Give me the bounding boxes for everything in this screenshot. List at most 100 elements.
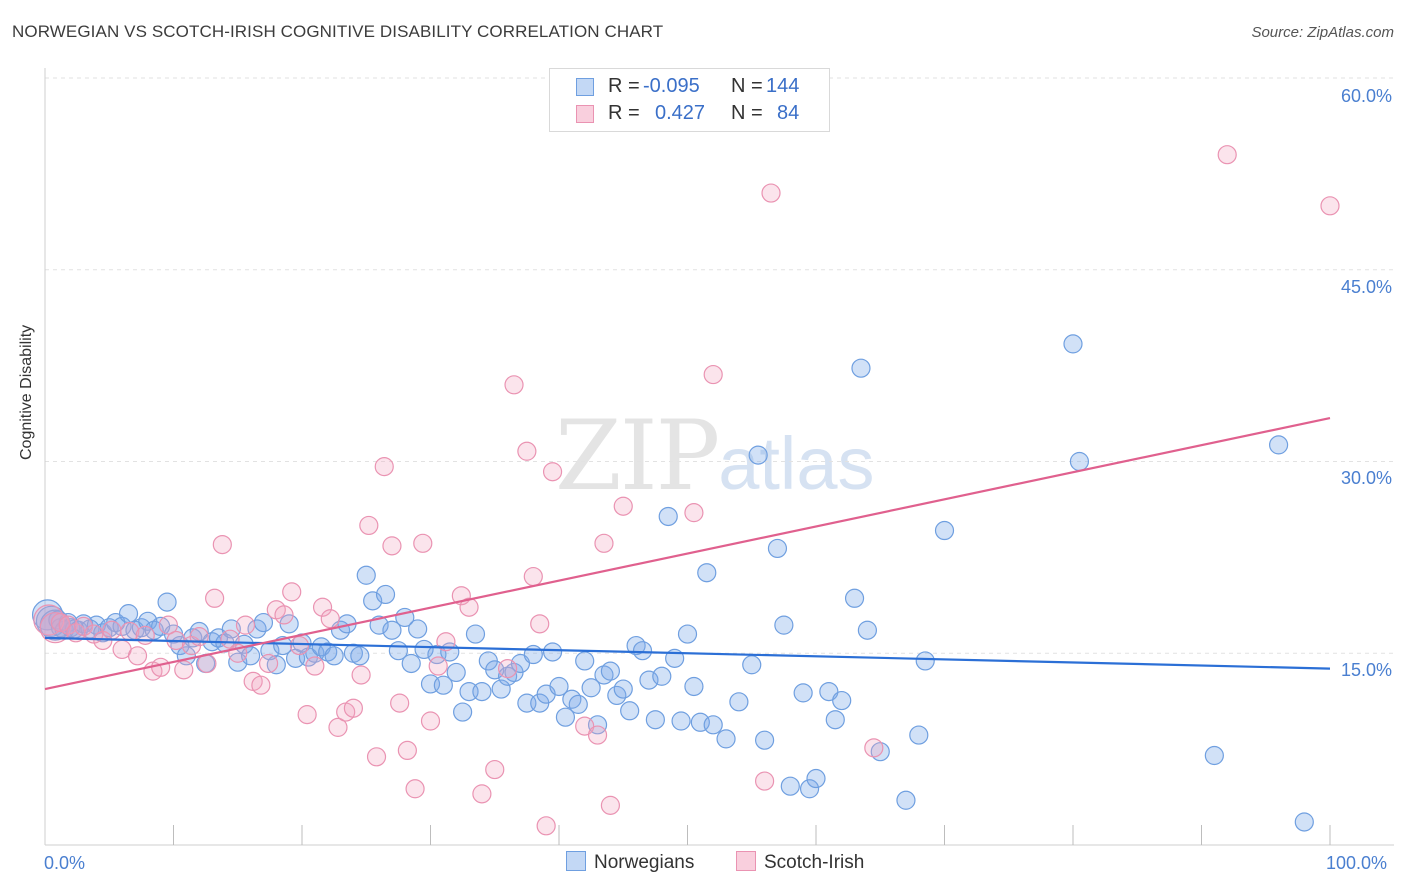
- scotch-irish-point: [485, 759, 505, 780]
- n-value: 84: [777, 102, 800, 124]
- scotch-irish-point: [39, 612, 71, 644]
- scotch-irish-point: [50, 612, 71, 633]
- x-tick-label-max: 100.0%: [1326, 853, 1388, 873]
- norwegians-point: [414, 639, 434, 660]
- norwegians-point: [401, 653, 421, 674]
- watermark: ZIPatlas: [555, 400, 875, 512]
- norwegians-point: [671, 711, 691, 731]
- scotch-irish-point: [1320, 196, 1340, 216]
- norwegians-legend-swatch: [566, 851, 586, 871]
- y-axis-label: Cognitive Disability: [18, 324, 35, 460]
- scotch-irish-point: [312, 597, 333, 617]
- norwegians-point: [350, 646, 370, 666]
- norwegians-point: [658, 506, 678, 527]
- norwegians-point: [375, 584, 396, 605]
- norwegians-point: [934, 520, 955, 541]
- scotch-irish-point: [536, 816, 556, 836]
- norwegians-point: [613, 679, 633, 699]
- norwegians-point: [632, 641, 653, 661]
- norwegians-point: [266, 655, 286, 675]
- scotch-irish-point: [594, 533, 614, 553]
- legend-label: Norwegians: [594, 852, 695, 873]
- scotch-irish-point: [251, 675, 271, 695]
- chart-title: NORWEGIAN VS SCOTCH-IRISH COGNITIVE DISA…: [12, 22, 664, 41]
- norwegians-point: [825, 710, 845, 730]
- norwegians-point: [324, 646, 344, 666]
- scotch-irish-point: [504, 375, 524, 395]
- norwegians-point: [356, 565, 376, 585]
- norwegians-point: [793, 683, 813, 703]
- grid-lines: [45, 77, 1394, 654]
- norwegians-point: [896, 790, 916, 810]
- stats-row-norwegians: R = -0.095 N = 144: [550, 73, 829, 99]
- r-label: R =: [608, 102, 640, 124]
- scotch-irish-point: [436, 632, 456, 652]
- scotch-irish-point: [328, 717, 348, 737]
- norwegians-point: [832, 690, 852, 711]
- scotch-irish-point: [235, 615, 256, 635]
- norwegians-point: [1069, 451, 1090, 472]
- scotch-irish-point: [523, 566, 543, 587]
- scotch-irish-point: [413, 533, 433, 553]
- scotch-irish-point: [212, 534, 232, 555]
- n-value: 144: [766, 75, 800, 97]
- r-value: -0.095: [643, 75, 700, 97]
- norwegians-point: [799, 779, 820, 799]
- scotch-irish-point: [498, 658, 518, 679]
- norwegians-point: [774, 615, 794, 635]
- scotch-irish-point: [761, 183, 781, 203]
- scotch-irish-point: [405, 779, 425, 799]
- scotch-irish-point: [459, 597, 479, 617]
- norwegians-point: [748, 445, 768, 465]
- norwegians-point: [626, 635, 646, 656]
- trend-lines: [44, 416, 1331, 691]
- scotch-irish-trend-line: [44, 416, 1331, 691]
- legend-item-norwegians[interactable]: Norwegians: [566, 851, 694, 874]
- norwegians-point: [697, 563, 717, 583]
- norwegians-point: [1294, 812, 1314, 832]
- scotch-irish-legend-swatch: [736, 851, 756, 871]
- scotch-irish-point: [754, 771, 775, 791]
- scotch-irish-point: [282, 582, 302, 602]
- norwegians-point: [703, 715, 723, 735]
- norwegians-point: [851, 358, 871, 378]
- y-tick-label-15: 15.0%: [1340, 660, 1392, 680]
- scotch-irish-point: [102, 620, 122, 640]
- norwegians-point: [652, 666, 672, 686]
- norwegians-point: [157, 592, 177, 612]
- scotch-irish-point: [258, 653, 279, 674]
- scotch-irish-point: [1217, 145, 1237, 165]
- watermark-atlas: atlas: [718, 422, 875, 505]
- norwegians-point: [600, 661, 621, 681]
- scotch-irish-point: [135, 625, 155, 645]
- watermark-zip: ZIP: [555, 400, 720, 512]
- norwegians-point: [677, 624, 698, 644]
- x-tick-label-min: 0.0%: [44, 853, 86, 873]
- legend-item-scotch-irish[interactable]: Scotch-Irish: [736, 851, 864, 874]
- scotch-irish-point: [127, 646, 148, 666]
- scotch-irish-point: [174, 660, 194, 680]
- norwegians-point: [844, 588, 865, 608]
- scotch-irish-point: [613, 496, 633, 516]
- norwegians-point: [562, 689, 582, 709]
- norwegians-swatch: [576, 78, 594, 96]
- norwegians-point: [581, 678, 601, 698]
- norwegians-point: [221, 619, 241, 639]
- norwegians-point: [1204, 745, 1224, 766]
- norwegians-point: [716, 729, 736, 749]
- scotch-irish-point: [472, 784, 492, 804]
- norwegians-point: [568, 694, 588, 714]
- scotch-irish-point: [530, 614, 550, 634]
- stats-box: R = -0.095 N = 144 R = 0.427 N = 84: [549, 68, 830, 132]
- scotch-irish-point: [73, 616, 94, 637]
- scotch-irish-point: [542, 462, 563, 482]
- scotch-irish-points: [33, 145, 1340, 836]
- norwegians-point: [555, 707, 576, 727]
- norwegians-point: [273, 635, 293, 656]
- norwegians-point: [408, 619, 428, 639]
- stats-row-scotch-irish: R = 0.427 N = 84: [550, 100, 829, 126]
- norwegians-point: [465, 624, 486, 644]
- scotch-irish-point: [428, 656, 448, 676]
- norwegians-point: [684, 676, 704, 697]
